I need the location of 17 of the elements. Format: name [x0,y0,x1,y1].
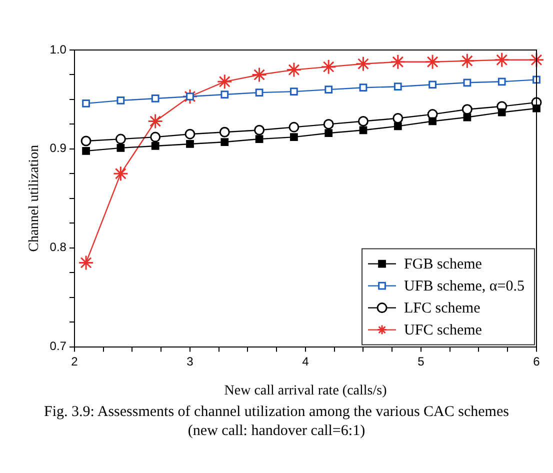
caption: Fig. 3.9: Assessments of channel utilization among the various CAC schemes [43,403,510,422]
text: (new call: handover call=6:1) [186,422,366,441]
y-tick-label: 0.9 [50,141,67,156]
x-tick-label: 5 [418,354,425,368]
legend-label: UFC scheme [404,322,482,339]
y-tick-label: 1.0 [50,42,67,56]
x-axis-title: New call arrival rate (calls/s) [224,383,388,398]
x-tick-label: 3 [186,354,194,368]
x-tick-label: 2 [71,354,78,368]
legend-label: LFC scheme [404,300,481,317]
x-tick-label: 4 [302,354,310,368]
y-tick-label: 0.7 [50,339,67,354]
legend-label: UFB scheme, α=0.5 [404,278,525,295]
y-tick-label: 0.8 [50,240,67,254]
y-axis-title: Channel utilization [27,144,42,252]
legend-label: FGB scheme [404,256,482,273]
x-tick-label: 6 [533,354,540,368]
